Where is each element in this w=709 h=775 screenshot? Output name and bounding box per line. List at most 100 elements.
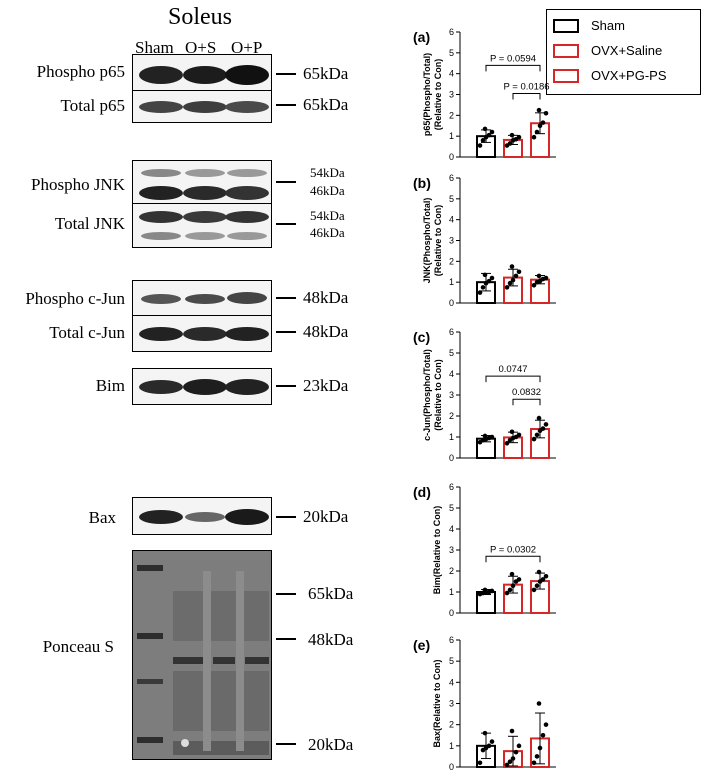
kda-total-jnk-54: 54kDa <box>310 208 345 223</box>
y-tick-label: 2 <box>449 411 454 421</box>
y-tick-label: 2 <box>449 256 454 266</box>
blot-bim <box>132 368 272 405</box>
data-point-sham <box>486 743 492 749</box>
data-point-sham <box>477 760 483 766</box>
data-point-ovx-saline <box>516 134 522 140</box>
data-point-ovx-saline <box>510 277 516 283</box>
y-tick-label: 3 <box>449 236 454 246</box>
data-point-sham <box>482 730 488 736</box>
data-point-ovx-saline <box>507 759 513 765</box>
panel-label: (d) <box>413 484 431 500</box>
data-point-ovx-saline <box>513 749 519 755</box>
data-point-ovx-pgps <box>537 745 543 751</box>
blot-total-cjun <box>132 315 272 352</box>
kda-phospho-jnk-46: 46kDa <box>310 183 345 198</box>
significance-label: P = 0.0302 <box>490 544 536 555</box>
data-point-ovx-pgps <box>531 760 537 766</box>
data-point-sham <box>477 290 483 295</box>
data-point-ovx-pgps <box>540 120 546 125</box>
data-point-ovx-pgps <box>531 436 537 442</box>
legend-swatch-ovx-saline <box>553 44 579 58</box>
data-point-ovx-saline <box>504 762 510 768</box>
kda-ponceau-48: 48kDa <box>308 630 354 649</box>
data-point-ovx-saline <box>507 587 513 593</box>
y-tick-label: 6 <box>449 173 454 183</box>
y-tick-label: 6 <box>449 482 454 492</box>
significance-bracket <box>512 398 541 406</box>
data-point-ovx-pgps <box>540 577 546 582</box>
y-tick-label: 3 <box>449 90 454 100</box>
data-point-sham <box>480 138 486 143</box>
y-tick-label: 1 <box>449 277 454 287</box>
chart-legend: Sham OVX+Saline OVX+PG-PS <box>546 9 701 95</box>
data-point-ovx-saline <box>507 280 513 286</box>
data-point-ovx-saline <box>509 132 515 138</box>
kda-bax: 20kDa <box>303 507 349 526</box>
blot-label-bax: Bax <box>88 508 116 527</box>
y-tick-label: 5 <box>449 503 454 513</box>
data-point-ovx-pgps <box>534 432 540 438</box>
y-tick-label: 5 <box>449 348 454 358</box>
data-point-ovx-pgps <box>531 134 537 140</box>
panel-label: (e) <box>413 637 430 653</box>
y-tick-label: 3 <box>449 390 454 400</box>
blot-title: Soleus <box>168 4 233 30</box>
y-tick-label: 4 <box>449 677 454 687</box>
data-point-sham <box>489 275 495 281</box>
data-point-ovx-saline <box>509 571 515 577</box>
data-point-ovx-pgps <box>536 107 542 113</box>
data-point-ovx-saline <box>516 269 522 275</box>
significance-label: 0.0747 <box>498 364 527 375</box>
y-tick-label: 0 <box>449 608 454 618</box>
data-point-sham <box>482 272 488 278</box>
data-point-ovx-pgps <box>536 273 542 279</box>
significance-bracket <box>485 64 541 72</box>
y-axis-label: JNK(Phospho/Total)(Relative to Con) <box>422 198 443 284</box>
y-tick-label: 1 <box>449 741 454 751</box>
data-point-sham <box>489 129 495 135</box>
data-point-ovx-pgps <box>543 422 549 427</box>
blot-label-phospho-cjun: Phospho c-Jun <box>25 289 125 308</box>
blot-label-phospho-jnk: Phospho JNK <box>31 175 125 194</box>
y-tick-label: 3 <box>449 699 454 709</box>
data-point-ovx-pgps <box>543 722 549 727</box>
chart-panel-2: (b) JNK(Phospho/Total)(Relative to Con) 0 1… <box>413 173 556 308</box>
y-tick-label: 3 <box>449 545 454 555</box>
lane-label-op: O+P <box>231 38 263 57</box>
data-point-ovx-saline <box>509 728 515 734</box>
significance-label: 0.0832 <box>512 387 541 398</box>
lane-label-sham: Sham <box>135 38 174 57</box>
data-point-ovx-saline <box>504 590 510 596</box>
data-point-ovx-saline <box>516 432 522 438</box>
y-tick-label: 6 <box>449 27 454 37</box>
y-tick-label: 4 <box>449 215 454 225</box>
blot-label-total-p65: Total p65 <box>60 96 125 115</box>
kda-ponceau-65: 65kDa <box>308 584 354 603</box>
y-tick-label: 5 <box>449 48 454 58</box>
blot-label-total-jnk: Total JNK <box>54 214 125 233</box>
data-point-sham <box>486 278 492 284</box>
significance-bracket <box>512 92 541 100</box>
data-point-ovx-pgps <box>537 123 543 129</box>
y-axis-label: Bim(Relative to Con) <box>432 506 442 595</box>
kda-ponceau-20: 20kDa <box>308 735 354 754</box>
panel-label: (b) <box>413 175 431 191</box>
data-point-ovx-saline <box>507 141 513 146</box>
data-point-sham <box>482 587 488 593</box>
data-point-ovx-pgps <box>543 573 549 579</box>
data-point-ovx-saline <box>509 264 515 269</box>
chart-panel-4: (d)Bim(Relative to Con) 0 1 2 3 4 5 6 P = 0.0302 <box>413 482 556 618</box>
data-point-ovx-saline <box>510 583 516 588</box>
panel-label: (a) <box>413 29 430 45</box>
y-tick-label: 5 <box>449 656 454 666</box>
y-tick-label: 2 <box>449 720 454 730</box>
blot-label-total-cjun: Total c-Jun <box>49 323 125 342</box>
blot-label-phospho-p65: Phospho p65 <box>36 62 125 81</box>
y-axis-label: Bax(Relative to Con) <box>432 659 442 747</box>
data-point-ovx-pgps <box>534 129 540 135</box>
kda-phospho-p65: 65kDa <box>303 64 349 83</box>
data-point-sham <box>489 588 495 594</box>
data-point-sham <box>482 433 488 439</box>
data-point-ovx-pgps <box>531 282 537 288</box>
